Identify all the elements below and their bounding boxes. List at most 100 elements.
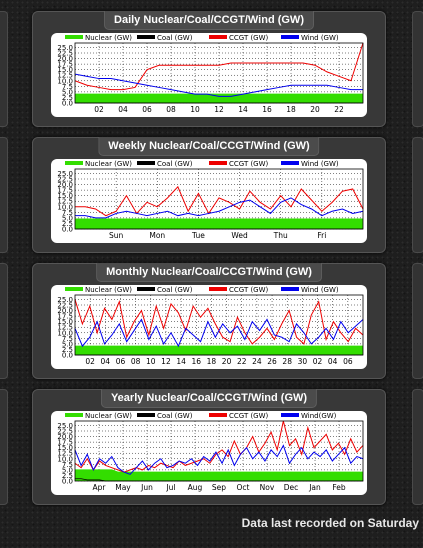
y-tick-label: 20.0	[57, 433, 73, 441]
series-line-3	[74, 444, 364, 475]
x-tick-label: 18	[286, 105, 296, 114]
y-tick-label: 12.5	[57, 450, 73, 458]
nuclear-area	[75, 94, 363, 103]
x-tick-label: Dec	[284, 483, 299, 492]
x-tick-label: 12	[161, 357, 171, 366]
y-tick-label: 5.0	[62, 88, 73, 96]
y-tick-label: 7.5	[62, 83, 73, 91]
yearly-chart: Nuclear (GW) Coal (GW) CCGT (GW) Wind(GW) 0.…	[51, 411, 367, 495]
y-tick-label: 25.0	[57, 44, 73, 52]
plot-border	[74, 420, 364, 482]
x-tick-label: 06	[116, 357, 126, 366]
daily-chart-title: Daily Nuclear/Coal/CCGT/Wind (GW)	[104, 11, 314, 30]
x-tick-label: 20	[310, 105, 320, 114]
x-tick-label: 04	[101, 357, 111, 366]
y-tick-label: 22.5	[57, 302, 73, 310]
series-line-2	[74, 42, 364, 91]
legend-swatch	[209, 161, 227, 165]
x-tick-label: Tue	[191, 231, 205, 240]
legend-label: Wind (GW)	[301, 160, 339, 168]
x-tick-label: 02	[94, 105, 104, 114]
x-tick-label: 12	[214, 105, 224, 114]
legend-label: Nuclear (GW)	[85, 160, 132, 168]
monthly-chart-panel: Monthly Nuclear/Coal/CCGT/Wind (GW) Nucl…	[32, 263, 386, 379]
legend-swatch	[281, 35, 299, 39]
y-tick-label: 15.0	[57, 66, 73, 74]
weekly-chart: Nuclear (GW) Coal (GW) CCGT (GW) Wind (GW) 0…	[51, 159, 367, 243]
y-tick-label: 2.5	[62, 94, 73, 102]
legend-swatch	[281, 161, 299, 165]
x-tick-label: 08	[131, 357, 141, 366]
legend-label: Nuclear (GW)	[85, 286, 132, 294]
side-panel-right-4	[412, 389, 423, 505]
nuclear-area	[75, 469, 363, 481]
x-tick-label: Apr	[93, 483, 107, 492]
plot-border	[74, 42, 364, 104]
legend-swatch	[65, 413, 83, 417]
y-tick-label: 20.0	[57, 181, 73, 189]
y-tick-label: 17.5	[57, 61, 73, 69]
x-tick-label: 14	[176, 357, 186, 366]
x-tick-label: 08	[166, 105, 176, 114]
y-tick-label: 15.0	[57, 192, 73, 200]
legend-swatch	[281, 287, 299, 291]
legend-swatch	[281, 413, 299, 417]
legend-label: Coal (GW)	[157, 412, 193, 420]
nuclear-area	[75, 219, 363, 229]
legend-swatch	[65, 287, 83, 291]
x-tick-label: 06	[343, 357, 353, 366]
x-tick-label: 30	[298, 357, 308, 366]
x-tick-label: Mon	[149, 231, 165, 240]
x-tick-label: 10	[190, 105, 200, 114]
x-tick-label: 20	[222, 357, 232, 366]
series-line-3	[74, 73, 363, 97]
y-tick-label: 25.0	[57, 296, 73, 304]
chart-svg: Nuclear (GW) Coal (GW) CCGT (GW) Wind(GW) 0.…	[57, 412, 364, 492]
x-tick-label: May	[115, 483, 131, 492]
y-tick-label: 10.0	[57, 203, 73, 211]
y-tick-label: 2.5	[62, 472, 73, 480]
legend-label: CCGT (GW)	[229, 160, 269, 168]
y-tick-label: 25.0	[57, 422, 73, 430]
x-tick-label: 04	[328, 357, 338, 366]
monthly-chart: Nuclear (GW) Coal (GW) CCGT (GW) Wind (GW) 0…	[51, 285, 367, 369]
data-status-text: Data last recorded on Saturday	[241, 516, 419, 530]
x-tick-label: Thu	[273, 231, 288, 240]
x-tick-label: 18	[207, 357, 217, 366]
x-tick-label: 04	[118, 105, 128, 114]
legend-label: CCGT (GW)	[229, 286, 269, 294]
side-panel-left-4	[0, 389, 8, 505]
y-tick-label: 15.0	[57, 318, 73, 326]
series-line-3	[74, 318, 364, 348]
series-line-2	[75, 185, 364, 217]
y-tick-label: 10.0	[57, 455, 73, 463]
monthly-chart-title: Monthly Nuclear/Coal/CCGT/Wind (GW)	[96, 263, 322, 282]
x-tick-label: 24	[252, 357, 262, 366]
x-tick-label: 26	[267, 357, 277, 366]
y-tick-label: 20.0	[57, 307, 73, 315]
legend-swatch	[209, 287, 227, 291]
legend-label: Coal (GW)	[157, 286, 193, 294]
x-tick-label: Aug	[188, 483, 203, 492]
plot-border	[74, 168, 364, 230]
legend-label: Wind (GW)	[301, 286, 339, 294]
legend-label: Wind (GW)	[301, 34, 339, 42]
y-tick-label: 12.5	[57, 324, 73, 332]
x-tick-label: 16	[191, 357, 201, 366]
x-tick-label: Fri	[317, 231, 326, 240]
x-tick-label: 22	[237, 357, 247, 366]
weekly-chart-title: Weekly Nuclear/Coal/CCGT/Wind (GW)	[98, 137, 320, 156]
legend-label: Nuclear (GW)	[85, 34, 132, 42]
y-tick-label: 22.5	[57, 428, 73, 436]
x-tick-label: Oct	[237, 483, 250, 492]
legend-swatch	[137, 35, 155, 39]
chart-svg: Nuclear (GW) Coal (GW) CCGT (GW) Wind (GW) 0…	[57, 160, 364, 240]
legend-label: Wind(GW)	[301, 412, 337, 420]
x-tick-label: 16	[262, 105, 272, 114]
y-tick-label: 17.5	[57, 187, 73, 195]
y-tick-label: 7.5	[62, 461, 73, 469]
yearly-chart-title: Yearly Nuclear/Coal/CCGT/Wind (GW)	[100, 389, 318, 408]
y-tick-label: 5.0	[62, 466, 73, 474]
y-tick-label: 0.0	[62, 226, 73, 234]
x-tick-label: 06	[142, 105, 152, 114]
